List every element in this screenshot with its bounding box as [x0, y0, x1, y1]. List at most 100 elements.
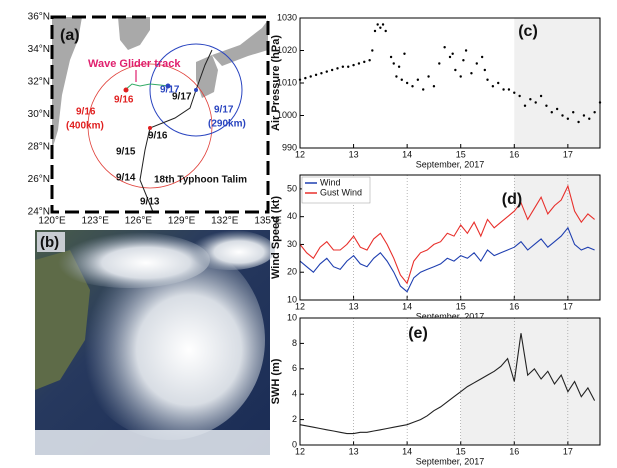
satellite-panel: (b) [35, 230, 275, 455]
point [448, 55, 452, 59]
y-axis-label: SWH (m) [270, 358, 282, 404]
y-tick-label: 2 [292, 414, 297, 424]
point [577, 120, 580, 124]
glider-track [124, 83, 169, 91]
x-tick-label: 14 [402, 149, 412, 159]
typhoon-track [139, 49, 213, 213]
x-axis-label: September, 2017 [416, 159, 485, 169]
point [555, 107, 559, 111]
lon-tick-label: 126°E [125, 216, 153, 227]
y-tick-label: 8 [292, 338, 297, 348]
map-ticks: 120°E 123°E 126°E 129°E 132°E 135°E 36°N 34°N 32… [28, 12, 282, 227]
point [376, 23, 379, 26]
panel-label: (e) [408, 325, 428, 342]
satellite-cloud [185, 230, 275, 270]
land-korea [118, 17, 150, 50]
series-line [299, 333, 596, 435]
point [550, 111, 553, 114]
radius-400km [87, 63, 213, 189]
series-line [299, 184, 595, 285]
y-tick-label: 1020 [277, 45, 297, 55]
satellite-footer [35, 430, 270, 455]
y-tick-label: 30 [287, 239, 297, 249]
point [368, 59, 371, 62]
x-tick-label: 15 [456, 149, 466, 159]
lon-tick-label: 132°E [211, 216, 239, 227]
chart: 0 2 4 6 8 10 12 13 14 15 16 17 September, 2017 SWH (m… [270, 312, 601, 466]
map-annotation: Wave Glider track [88, 58, 181, 70]
point [405, 81, 409, 85]
y-tick-label: 40 [287, 211, 297, 221]
point [470, 72, 473, 75]
point [395, 75, 398, 78]
point [486, 78, 489, 81]
shaded-region [514, 18, 600, 148]
map-annotation: 18th Typhoon Talim [154, 175, 247, 186]
point [325, 70, 328, 73]
point [309, 75, 312, 78]
point [427, 75, 430, 78]
point [491, 85, 495, 88]
point [475, 62, 478, 65]
point [371, 49, 374, 52]
lat-tick-label: 36°N [28, 12, 50, 23]
point [397, 65, 401, 68]
radius-290km [149, 43, 243, 137]
lat-tick-label: 26°N [28, 174, 50, 185]
point [561, 114, 564, 117]
lon-tick-label: 120°E [38, 216, 66, 227]
x-tick-label: 17 [563, 301, 573, 311]
land-kyushu [196, 55, 218, 98]
x-tick-label: 16 [509, 301, 519, 311]
point [373, 29, 377, 33]
map-annotation: 9/16 [76, 107, 96, 118]
point [593, 111, 596, 114]
y-tick-label: 6 [292, 363, 297, 373]
map-frame [50, 15, 270, 214]
point [432, 85, 436, 88]
x-tick-label: 16 [509, 149, 519, 159]
plot-frame [299, 174, 601, 301]
point [588, 117, 591, 120]
point [379, 26, 382, 29]
map-annotation: 9/16 [148, 131, 168, 142]
point [582, 114, 586, 117]
point [392, 62, 395, 65]
x-axis-label: September, 2017 [416, 456, 485, 466]
point [539, 94, 543, 98]
point [529, 98, 532, 101]
point [357, 62, 361, 65]
point [438, 62, 441, 65]
point [497, 81, 500, 85]
point [411, 85, 414, 88]
lat-tick-label: 24°N [28, 207, 50, 218]
point [314, 73, 318, 77]
map-annotation: 9/17 [172, 92, 192, 103]
y-tick-label: 50 [287, 183, 297, 193]
point [443, 46, 446, 49]
panel-label: (d) [502, 191, 522, 208]
lon-tick-label: 135°E [254, 216, 282, 227]
y-tick-label: 20 [287, 267, 297, 277]
map-annotation: 9/15 [116, 147, 136, 158]
point [320, 72, 323, 75]
x-tick-label: 14 [402, 301, 412, 311]
point [462, 59, 465, 62]
chart: 10 20 30 40 50 12 13 14 15 16 17 September, 2017 Win… [270, 174, 601, 321]
point [523, 104, 527, 107]
label-box [37, 232, 65, 252]
lat-tick-label: 30°N [28, 109, 50, 120]
satellite-cloud [75, 240, 265, 440]
panel-label: (b) [40, 234, 59, 251]
point [403, 52, 406, 55]
legend-box [301, 176, 371, 204]
x-tick-label: 13 [349, 301, 359, 311]
point [330, 68, 334, 72]
lat-tick-label: 28°N [28, 142, 50, 153]
point [507, 88, 511, 91]
point [454, 68, 457, 72]
typhoon-position-9-17 [194, 88, 198, 92]
lat-tick-label: 32°N [28, 77, 50, 88]
point [422, 88, 425, 91]
